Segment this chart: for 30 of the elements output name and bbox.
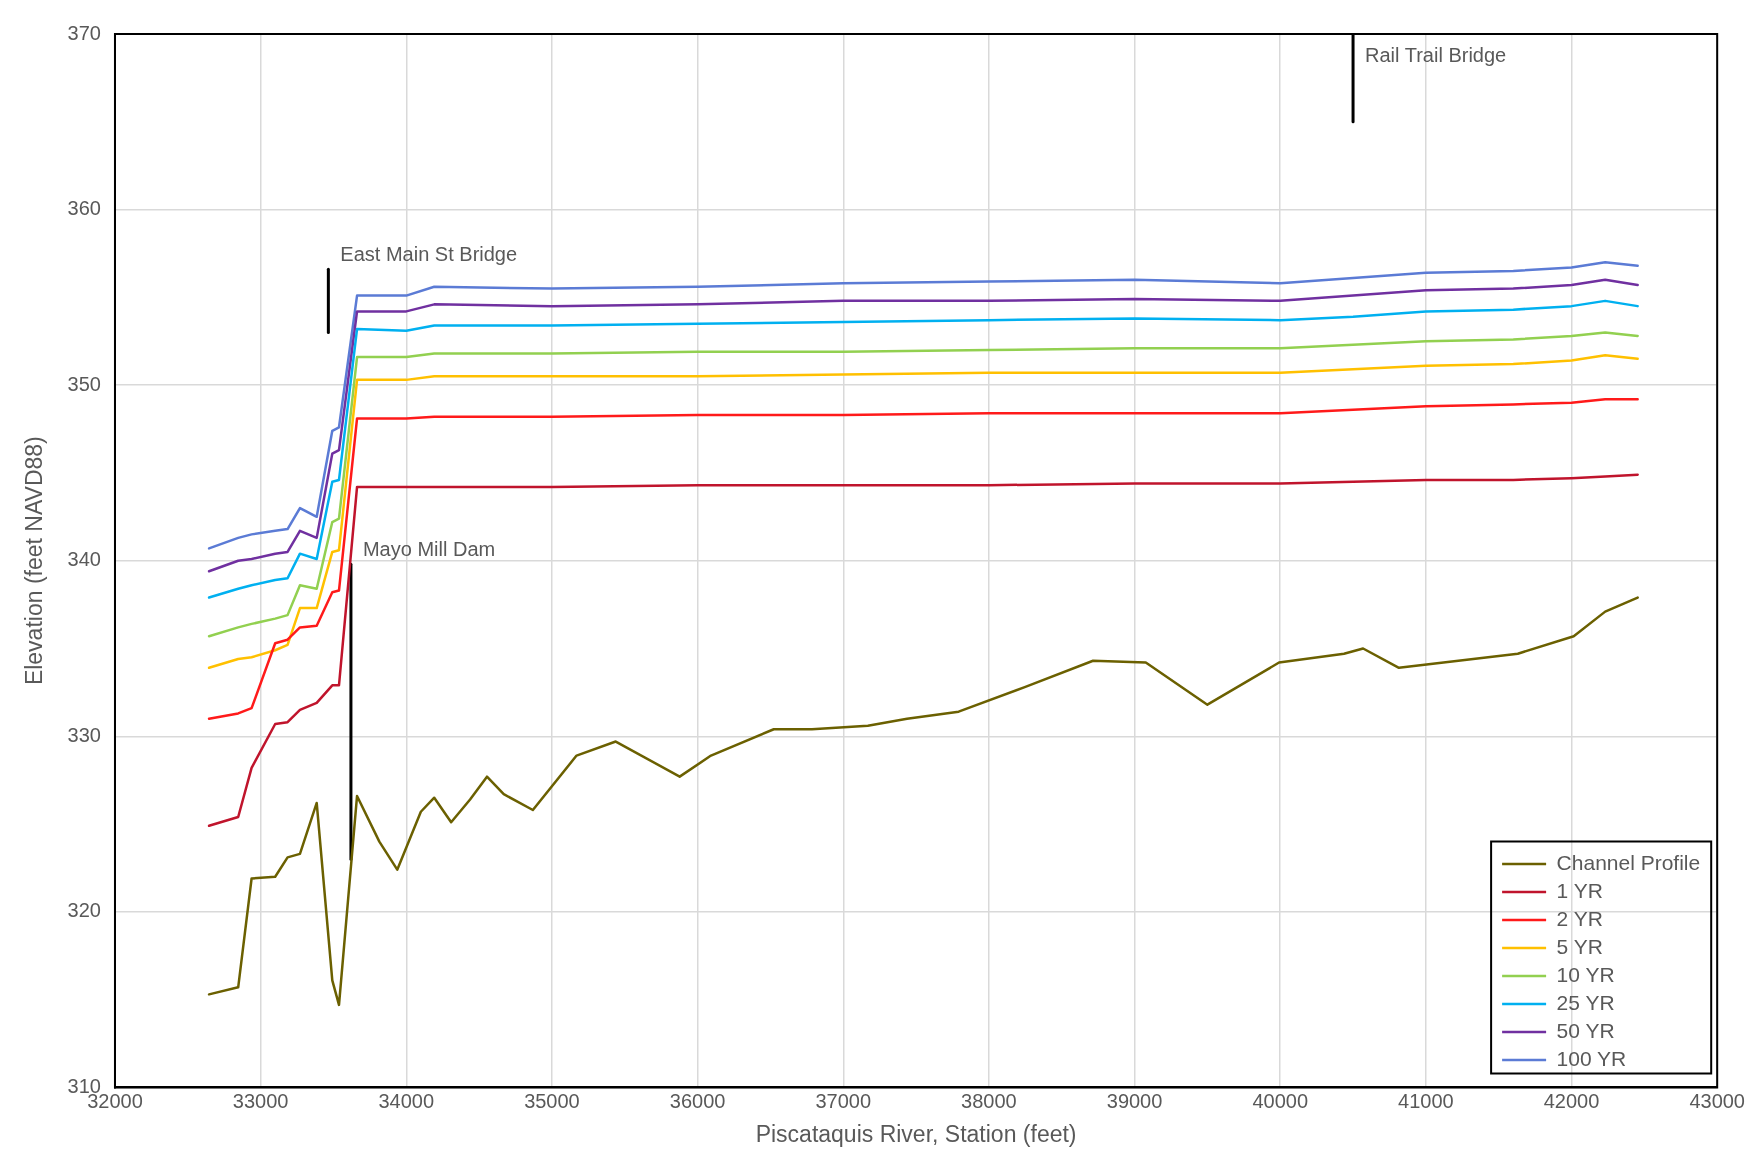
- y-tick-label: 320: [67, 899, 101, 922]
- legend-label: 25 YR: [1556, 990, 1615, 1014]
- y-tick-label: 360: [67, 197, 101, 220]
- x-axis-title: Piscataquis River, Station (feet): [755, 1120, 1077, 1147]
- legend-label: 100 YR: [1556, 1046, 1627, 1070]
- x-tick-label: 43000: [1689, 1089, 1745, 1112]
- x-tick-label: 38000: [961, 1089, 1017, 1112]
- y-axis-title: Elevation (feet NAVD88): [21, 436, 48, 686]
- y-tick-label: 350: [67, 372, 101, 395]
- y-tick-label: 370: [67, 21, 101, 44]
- legend-label: Channel Profile: [1556, 850, 1701, 874]
- legend-label: 5 YR: [1556, 934, 1603, 958]
- x-tick-label: 35000: [524, 1089, 580, 1112]
- x-tick-label: 40000: [1252, 1089, 1309, 1112]
- annotation: Rail Trail Bridge: [1365, 43, 1507, 66]
- legend-label: 1 YR: [1556, 878, 1603, 902]
- x-tick-label: 37000: [815, 1089, 872, 1112]
- y-tick-label: 340: [67, 548, 101, 571]
- y-tick-label: 330: [67, 723, 101, 746]
- x-tick-label: 33000: [232, 1089, 289, 1112]
- legend-label: 2 YR: [1556, 906, 1603, 930]
- x-tick-label: 36000: [669, 1089, 726, 1112]
- legend-label: 50 YR: [1556, 1018, 1615, 1042]
- x-tick-label: 39000: [1106, 1089, 1163, 1112]
- legend-label: 10 YR: [1556, 962, 1615, 986]
- x-tick-label: 41000: [1398, 1089, 1454, 1112]
- x-tick-label: 42000: [1543, 1089, 1600, 1112]
- annotation: Mayo Mill Dam: [362, 537, 496, 560]
- x-tick-label: 34000: [378, 1089, 435, 1112]
- annotation: East Main St Bridge: [340, 242, 518, 265]
